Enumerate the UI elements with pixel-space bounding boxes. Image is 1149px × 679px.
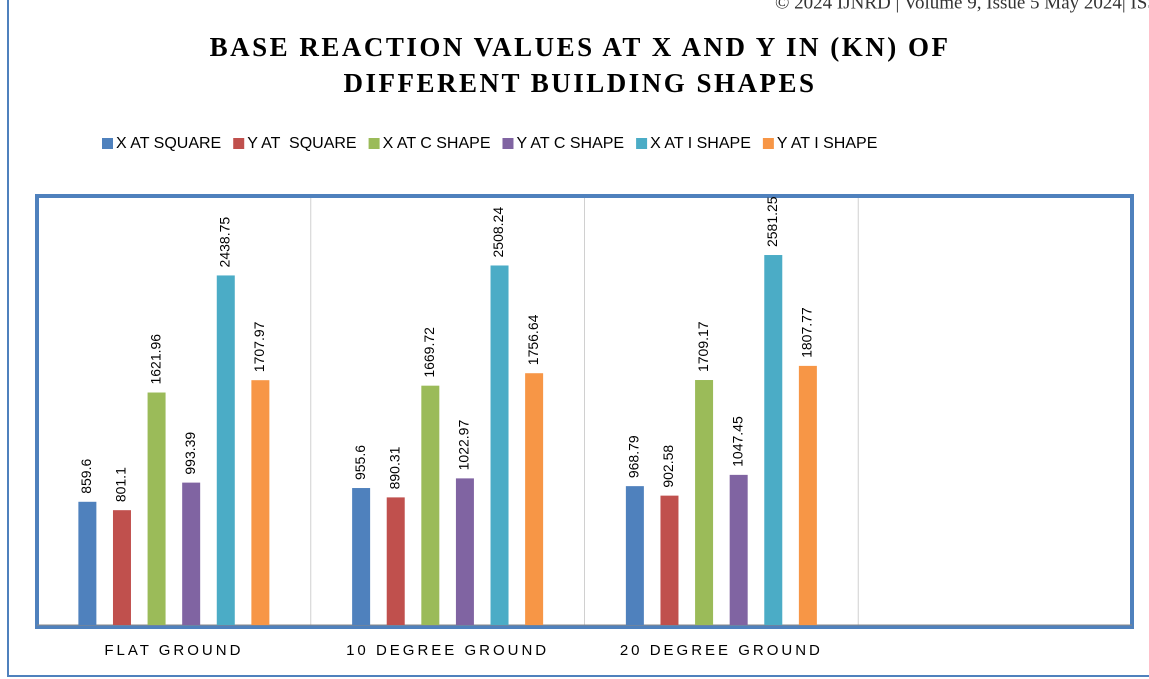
- bar: [421, 385, 440, 625]
- bar: [455, 478, 474, 625]
- value-label: 1022.97: [456, 420, 472, 471]
- bar: [78, 501, 97, 625]
- x-tick-label: 20 DEGREE GROUND: [620, 642, 823, 659]
- outer-frame: [7, 0, 1149, 677]
- x-tick-label: FLAT GROUND: [104, 642, 243, 659]
- legend-swatch: [102, 138, 113, 149]
- legend-swatch: [502, 138, 514, 149]
- legend-label: X AT I SHAPE: [650, 135, 751, 152]
- legend-label: Y AT C SHAPE: [516, 135, 624, 152]
- bar: [386, 497, 405, 625]
- legend-swatch: [368, 138, 380, 149]
- value-label: 2581.25: [764, 196, 780, 247]
- bar: [112, 510, 131, 625]
- value-label: 1756.64: [525, 314, 541, 365]
- legend-swatch: [636, 138, 648, 149]
- value-label: 993.39: [182, 432, 198, 475]
- page-header: © 2024 IJNRD | Volume 9, Issue 5 May 202…: [775, 0, 1149, 13]
- value-label: 890.31: [386, 446, 402, 489]
- bar: [764, 255, 783, 626]
- legend-label: Y AT I SHAPE: [777, 135, 878, 152]
- bar: [695, 380, 714, 625]
- legend-label: X AT SQUARE: [116, 135, 221, 152]
- value-label: 1807.77: [799, 307, 815, 358]
- chart-title: DIFFERENT BUILDING SHAPES: [343, 68, 816, 98]
- bar: [147, 392, 166, 625]
- bar: [182, 482, 201, 625]
- bar: [625, 486, 644, 625]
- bar: [729, 474, 748, 625]
- value-label: 2508.24: [490, 207, 506, 258]
- bar: [525, 373, 544, 625]
- bar: [216, 275, 235, 625]
- legend-swatch: [233, 138, 245, 149]
- chart-title: BASE REACTION VALUES AT X AND Y IN (KN) …: [210, 32, 951, 62]
- bar: [798, 365, 817, 625]
- grid: [310, 195, 859, 625]
- bar: [490, 265, 509, 625]
- bar: [251, 380, 270, 625]
- plot-frame: [35, 194, 1134, 629]
- value-label: 902.58: [660, 445, 676, 488]
- bar: [352, 488, 371, 625]
- value-label: 2438.75: [216, 217, 232, 268]
- value-label: 1621.96: [147, 334, 163, 385]
- legend-label: X AT C SHAPE: [383, 135, 491, 152]
- value-label: 1707.97: [251, 321, 267, 372]
- value-label: 859.6: [78, 459, 94, 494]
- value-label: 1709.17: [695, 321, 711, 372]
- value-label: 801.1: [113, 467, 129, 502]
- x-tick-label: 10 DEGREE GROUND: [346, 642, 549, 659]
- value-label: 1047.45: [729, 416, 745, 467]
- value-label: 1669.72: [421, 327, 437, 378]
- value-label: 968.79: [626, 435, 642, 478]
- value-label: 955.6: [352, 445, 368, 480]
- legend-swatch: [762, 138, 774, 149]
- legend-label: Y AT SQUARE: [247, 135, 356, 152]
- bar: [660, 495, 679, 625]
